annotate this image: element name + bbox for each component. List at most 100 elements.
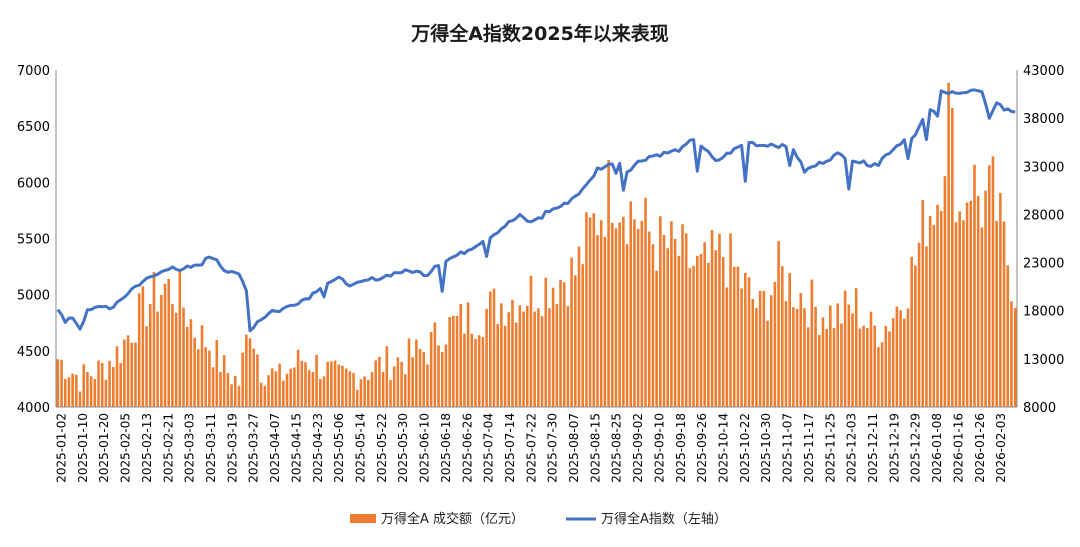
volume-bar: [352, 373, 355, 407]
right-tick-label: 13000: [1023, 353, 1064, 368]
volume-bar: [559, 279, 562, 407]
volume-bar: [215, 340, 219, 407]
chart-title: 万得全A指数2025年以来表现: [410, 22, 669, 45]
volume-bar: [891, 318, 895, 407]
volume-bar: [670, 221, 673, 407]
x-tick-label: 2025-02-21: [161, 413, 175, 483]
volume-bar: [470, 333, 474, 407]
left-tick-label: 4000: [17, 401, 50, 416]
volume-bar: [367, 379, 370, 407]
right-tick-label: 43000: [1023, 64, 1064, 79]
x-tick-label: 2025-12-19: [887, 413, 901, 483]
volume-bar: [647, 231, 651, 407]
x-tick-label: 2025-07-22: [524, 413, 538, 483]
volume-bar: [466, 302, 470, 407]
x-tick-label: 2025-02-05: [119, 413, 133, 483]
volume-bar: [533, 311, 536, 407]
volume-bar: [174, 312, 178, 407]
volume-bar: [825, 328, 828, 407]
volume-bar: [806, 327, 810, 407]
volume-bar: [618, 222, 621, 407]
volume-bar: [230, 384, 233, 407]
x-tick-label: 2025-07-04: [482, 413, 496, 483]
volume-bar: [821, 317, 825, 407]
volume-bar: [322, 376, 326, 407]
x-tick-label: 2025-09-18: [674, 413, 688, 483]
volume-bar: [659, 216, 662, 407]
volume-bar: [282, 380, 285, 407]
volume-bar: [222, 355, 226, 407]
volume-bar: [925, 246, 928, 407]
x-tick-label: 2025-12-03: [845, 413, 859, 483]
volume-bar: [574, 275, 577, 407]
volume-bar: [784, 301, 788, 407]
volume-bar: [233, 376, 237, 407]
volume-bar: [274, 371, 278, 407]
volume-bar: [326, 361, 329, 407]
x-tick-label: 2025-09-02: [631, 413, 645, 483]
volume-bar: [866, 327, 869, 407]
volume-bar: [703, 242, 706, 407]
x-tick-label: 2025-03-19: [225, 413, 239, 483]
volume-bar: [596, 234, 599, 407]
volume-bar: [241, 352, 244, 407]
volume-bar: [344, 368, 348, 407]
volume-bar: [160, 294, 163, 407]
volume-bar: [56, 359, 60, 407]
volume-bar: [762, 290, 766, 407]
volume-bar: [562, 282, 566, 407]
volume-bar: [633, 219, 636, 407]
volume-bar: [178, 268, 182, 407]
legend: 万得全A 成交额（亿元） 万得全A指数（左轴）: [350, 511, 727, 527]
left-tick-label: 4500: [17, 345, 50, 360]
volume-bar: [278, 363, 281, 407]
x-tick-label: 2025-03-11: [204, 413, 218, 483]
volume-bar: [976, 195, 980, 407]
volume-bar: [943, 176, 947, 407]
volume-bar: [873, 325, 876, 407]
volume-bar: [307, 369, 311, 407]
volume-bar: [869, 311, 873, 407]
volume-bar: [610, 222, 614, 407]
volume-bar: [858, 328, 862, 407]
left-tick-label: 6500: [17, 120, 50, 135]
volume-bar: [315, 354, 318, 407]
volume-bar: [888, 331, 891, 407]
x-tick-label: 2025-11-07: [781, 413, 795, 483]
volume-bar: [603, 236, 607, 407]
x-tick-label: 2025-04-15: [289, 413, 303, 483]
volume-bar: [795, 308, 799, 407]
x-tick-label: 2025-11-17: [802, 413, 816, 483]
x-tick-label: 2025-05-30: [396, 413, 410, 483]
right-tick-label: 8000: [1023, 401, 1056, 416]
volume-bar: [732, 266, 736, 407]
x-tick-label: 2025-01-10: [76, 413, 90, 483]
volume-bar: [1002, 221, 1006, 407]
volume-bar: [111, 367, 115, 407]
x-tick-label: 2026-01-26: [973, 413, 987, 483]
volume-bar: [363, 376, 366, 407]
volume-bar: [987, 165, 991, 407]
volume-bar: [799, 293, 803, 407]
volume-bar: [296, 349, 300, 407]
volume-bar: [492, 288, 496, 407]
volume-bar: [440, 351, 444, 407]
volume-bar: [448, 316, 451, 407]
x-tick-label: 2025-06-10: [418, 413, 432, 483]
volume-bar: [293, 367, 296, 407]
volume-bar: [936, 204, 939, 407]
volume-bar: [629, 201, 633, 407]
volume-bar: [662, 234, 666, 407]
x-tick-label: 2025-10-30: [759, 413, 773, 483]
volume-bar: [585, 212, 588, 407]
x-tick-label: 2025-04-07: [268, 413, 282, 483]
volume-bar: [636, 228, 640, 407]
volume-bar: [411, 357, 414, 407]
volume-bar: [459, 303, 463, 407]
volume-bar: [82, 364, 86, 407]
volume-bar: [197, 349, 200, 407]
volume-bar: [810, 279, 814, 407]
volume-bar: [285, 373, 289, 407]
volume-bar: [962, 220, 965, 407]
x-tick-label: 2025-08-25: [610, 413, 624, 483]
